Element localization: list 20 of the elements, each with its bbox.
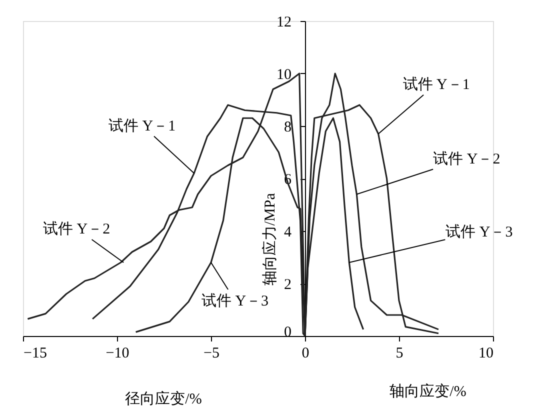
annotation: 试件 Y－1	[402, 76, 470, 93]
x-tick-label: −10	[106, 346, 130, 362]
y-tick-label: 12	[276, 14, 292, 30]
y-tick-label: 8	[284, 120, 292, 136]
annotation: 试件 Y－2	[433, 150, 500, 168]
y-axis-title: 轴向应力/MPa	[262, 192, 278, 286]
x-tick-label: 5	[396, 346, 404, 362]
y-tick-label: 10	[276, 67, 292, 83]
x-tick-label: 10	[478, 346, 494, 362]
x-tick-label: 0	[302, 346, 310, 362]
text: 轴向应变/%	[390, 383, 466, 400]
annotation: 试件 Y－1	[108, 117, 176, 134]
y-tick-label: 2	[284, 277, 292, 293]
annotation: 试件 Y－2	[43, 220, 110, 238]
x-tick-label: −5	[204, 346, 220, 362]
annotation: 试件 Y－3	[201, 292, 269, 310]
x-tick-label: −15	[24, 346, 47, 362]
annotation: 试件 Y－3	[446, 224, 513, 240]
x-axis-title: 径向应变/%	[125, 390, 202, 408]
y-tick-label: 4	[284, 224, 292, 240]
